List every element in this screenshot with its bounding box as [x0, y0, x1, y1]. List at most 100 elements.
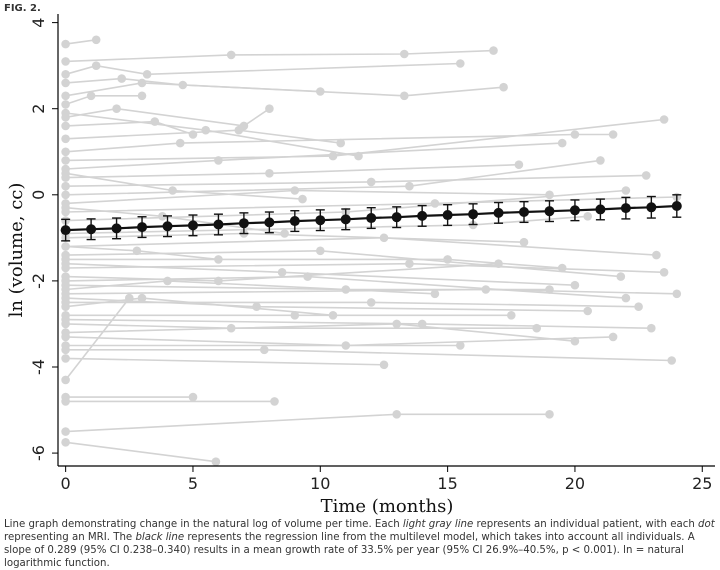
mri-point [667, 356, 676, 365]
mri-point [489, 46, 498, 55]
mri-point [61, 39, 70, 49]
mri-point [405, 181, 414, 191]
mri-point [188, 130, 198, 139]
patient-line [65, 112, 359, 157]
mri-point [137, 91, 147, 101]
patient-line [65, 163, 519, 179]
regression-point [620, 203, 631, 214]
mri-point [61, 332, 70, 342]
mri-point [61, 397, 70, 406]
patient-line [65, 174, 647, 187]
mri-point [280, 229, 289, 238]
mri-point [61, 156, 70, 165]
regression-point [468, 209, 479, 220]
mri-point [61, 302, 70, 312]
mri-point [158, 212, 167, 221]
regression-point [86, 224, 97, 235]
mri-point [211, 457, 221, 467]
regression-line-group [60, 194, 682, 242]
mri-point [659, 268, 669, 277]
mri-point [61, 181, 70, 191]
mri-point [545, 285, 554, 294]
regression-point [162, 221, 173, 232]
patient-line [65, 336, 614, 347]
mri-point [290, 311, 300, 320]
caption-emphasis-dot: dot [698, 519, 715, 530]
mri-point [430, 289, 440, 299]
patient-line [64, 297, 130, 381]
y-tick-label: -6 [29, 445, 48, 461]
y-tick-label: 0 [29, 190, 48, 200]
patient-line [65, 62, 461, 76]
y-tick-label: 2 [29, 104, 48, 114]
patient-line [65, 357, 385, 366]
mri-point [366, 177, 376, 187]
mri-point [175, 138, 185, 148]
regression-point [544, 206, 555, 217]
caption-text-1: Line graph demonstrating change in the n… [4, 519, 403, 530]
caption-emphasis-black-line: black line [135, 532, 185, 543]
mri-point [125, 293, 134, 303]
regression-point [264, 217, 275, 228]
mri-point [61, 203, 70, 212]
mri-point [652, 250, 661, 260]
mri-point [117, 74, 126, 83]
patient-line [65, 441, 217, 463]
mri-point [163, 276, 172, 286]
mri-point [400, 49, 409, 59]
mri-point [61, 91, 70, 101]
mri-point [61, 190, 70, 200]
mri-point [672, 289, 682, 299]
x-tick-label: 20 [565, 474, 585, 493]
mri-point [557, 263, 567, 273]
mri-point [265, 169, 274, 178]
mri-point [265, 104, 274, 113]
mri-point [621, 293, 631, 303]
patient-line [65, 82, 504, 97]
mri-point [583, 306, 592, 316]
mri-point [354, 151, 363, 161]
x-axis-title: Time (months) [321, 496, 454, 517]
patient-line [65, 107, 270, 127]
mri-point [61, 57, 70, 66]
regression-point [671, 200, 682, 211]
caption-text-4: represents the regression line from the … [4, 532, 695, 569]
y-tick-label: 4 [29, 18, 48, 28]
mri-point [61, 263, 70, 273]
mri-point [214, 255, 223, 264]
regression-point [391, 212, 402, 223]
regression-point [493, 207, 504, 218]
mri-point [514, 160, 524, 169]
mri-point [91, 35, 101, 45]
mri-point [570, 336, 580, 346]
individual-patient-lines [61, 35, 682, 467]
mri-point [443, 255, 452, 264]
mri-point [252, 302, 261, 312]
patient-line [65, 49, 494, 63]
mri-point [137, 293, 147, 303]
mri-point [61, 438, 70, 447]
patient-line [65, 95, 142, 106]
mri-point [61, 354, 70, 363]
regression-point [238, 218, 249, 229]
mri-point [61, 134, 70, 144]
regression-point [289, 216, 300, 227]
patient-line [65, 413, 550, 433]
y-tick-label: -4 [29, 359, 48, 375]
y-tick-label: -2 [29, 273, 48, 289]
mri-point [112, 104, 121, 113]
x-tick-label: 5 [188, 474, 198, 493]
mri-point [608, 130, 618, 139]
caption-text-3: representing an MRI. The [4, 532, 136, 543]
mri-point [290, 186, 300, 195]
mri-point [366, 298, 376, 307]
x-tick-label: 0 [61, 474, 71, 493]
caption-text-2: represents an individual patient, with e… [473, 519, 699, 530]
mri-point [557, 138, 567, 148]
mri-point [234, 125, 244, 135]
mri-point [61, 108, 70, 118]
mri-point [303, 272, 312, 281]
y-axis-title: ln (volume, cc) [6, 183, 27, 318]
mri-point [168, 186, 177, 195]
